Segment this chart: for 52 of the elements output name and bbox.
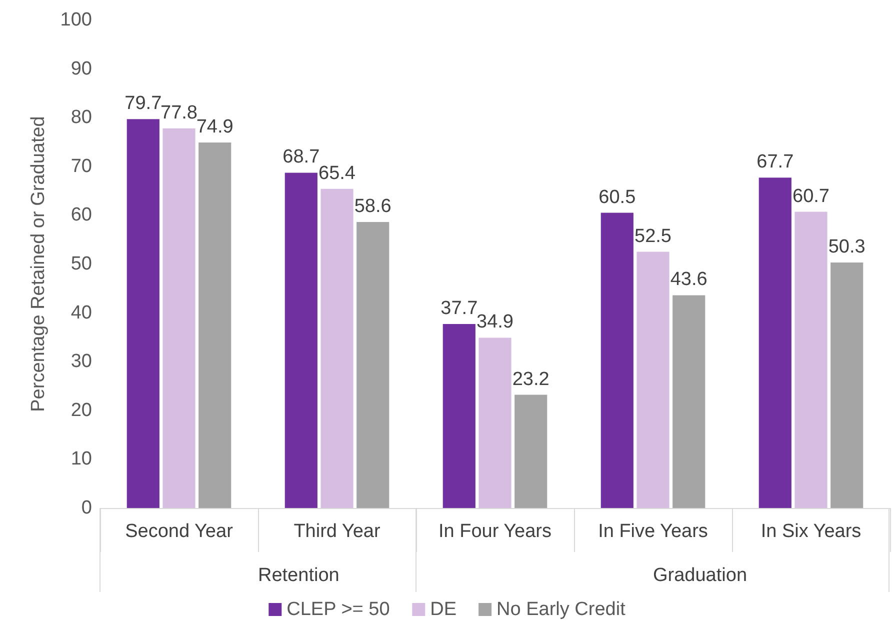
bar [320,188,354,508]
y-tick-label: 60 [70,204,92,226]
y-tick-label: 40 [70,302,92,324]
data-label: 37.7 [440,298,478,320]
x-tick-label: Third Year [294,521,381,542]
data-label: 79.7 [124,93,162,114]
y-tick-label: 30 [70,351,92,372]
bar [198,142,232,508]
text: Graduation [652,565,748,586]
bar [478,338,512,508]
data-label: 74.9 [196,116,234,138]
data-label: 52.5 [634,226,672,247]
y-tick-label: 90 [70,58,92,80]
x-tick-label: In Four Years [438,521,552,542]
bar [284,172,318,508]
data-label: 60.7 [792,186,830,207]
data-label: 77.8 [160,102,198,124]
x-tick-label: Second Year [125,521,234,542]
bar [758,178,792,508]
bar [600,212,634,508]
bar [636,252,670,508]
bar [356,222,390,508]
y-tick-label: 80 [70,107,92,128]
data-label: 60.5 [598,186,636,208]
data-label: 65.4 [318,162,356,184]
data-label: 68.7 [282,146,320,168]
text: Retention [258,565,340,586]
bar [126,119,160,508]
x-tick-label: In Six Years [760,521,862,542]
bar [794,212,828,508]
y-tick-label: 20 [70,400,92,421]
data-label: 67.7 [756,152,794,173]
data-label: 43.6 [670,269,708,290]
y-tick-label: 70 [70,156,92,177]
bar [830,262,864,508]
x-tick-label: In Five Years [598,521,708,542]
legend-label: CLEP >= 50 [286,599,390,620]
y-tick-label: 0 [81,498,92,518]
y-axis-title: Percentage Retained or Graduated [28,116,49,412]
legend-label: No Early Credit [496,599,626,620]
bar [162,128,196,508]
data-label: 58.6 [354,196,392,218]
data-label: 23.2 [512,368,550,390]
bar [442,324,476,508]
legend-label: DE [430,599,457,620]
y-tick-label: 10 [70,448,92,470]
y-tick-label: 50 [70,254,92,274]
data-label: 34.9 [476,312,514,333]
bar [672,295,706,508]
y-tick-label: 100 [60,10,92,30]
bar [514,394,548,508]
data-label: 50.3 [828,236,866,258]
